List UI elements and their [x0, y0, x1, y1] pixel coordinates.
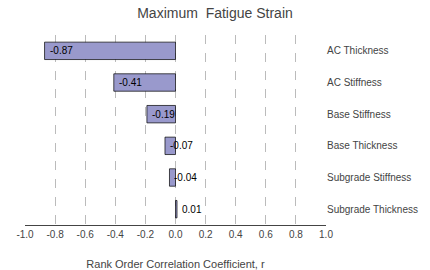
svg-text:1.0: 1.0 — [319, 229, 333, 240]
svg-text:-0.87: -0.87 — [50, 45, 73, 56]
svg-text:-1.0: -1.0 — [16, 229, 34, 240]
svg-text:0.01: 0.01 — [182, 204, 202, 215]
svg-text:Rank Order Correlation Coeffic: Rank Order Correlation Coefficient, r — [86, 258, 265, 270]
svg-text:Base Thickness: Base Thickness — [327, 140, 397, 151]
svg-text:AC Stiffness: AC Stiffness — [327, 77, 382, 88]
svg-text:-0.41: -0.41 — [119, 77, 142, 88]
svg-text:0.8: 0.8 — [289, 229, 303, 240]
svg-text:-0.6: -0.6 — [77, 229, 95, 240]
svg-text:-0.04: -0.04 — [174, 172, 197, 183]
svg-text:-0.8: -0.8 — [46, 229, 64, 240]
svg-text:Subgrade Thickness: Subgrade Thickness — [327, 204, 418, 215]
svg-text:Subgrade Stiffness: Subgrade Stiffness — [327, 172, 411, 183]
svg-text:-0.4: -0.4 — [107, 229, 125, 240]
svg-text:0.6: 0.6 — [259, 229, 273, 240]
svg-text:0.4: 0.4 — [229, 229, 243, 240]
svg-text:-0.2: -0.2 — [137, 229, 155, 240]
svg-text:-0.19: -0.19 — [152, 109, 175, 120]
svg-text:Base Stiffness: Base Stiffness — [327, 109, 391, 120]
svg-text:AC Thickness: AC Thickness — [327, 45, 389, 56]
svg-text:0.2: 0.2 — [199, 229, 213, 240]
svg-text:Maximum Fatigue Strain: Maximum Fatigue Strain — [137, 5, 293, 21]
svg-text:0.0: 0.0 — [169, 229, 183, 240]
svg-text:-0.07: -0.07 — [170, 140, 193, 151]
